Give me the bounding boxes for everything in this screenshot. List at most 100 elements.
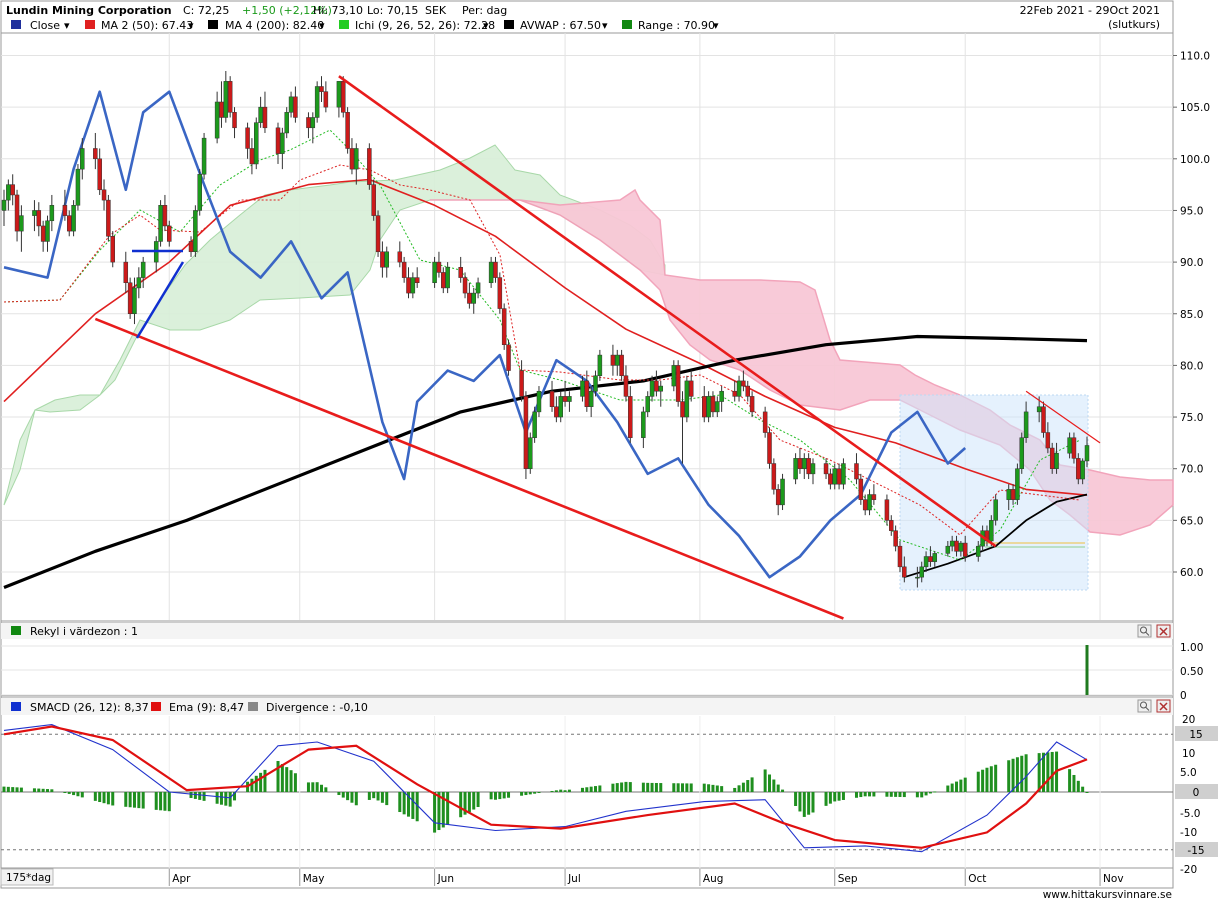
legend-item-range[interactable]: Range : 70.90 ▾ bbox=[622, 19, 719, 32]
legend-item-ma200[interactable]: MA 4 (200): 82.40 ▾ bbox=[208, 19, 325, 32]
candle-body bbox=[106, 199, 111, 237]
period-box[interactable] bbox=[0, 868, 54, 886]
candle-body bbox=[645, 396, 650, 413]
histogram-bar bbox=[76, 792, 80, 797]
candle-body bbox=[688, 380, 694, 397]
candle-body bbox=[501, 308, 507, 345]
candle-body bbox=[1023, 411, 1029, 438]
histogram-bar bbox=[402, 792, 406, 815]
macd-y-tick: 5.0 bbox=[1180, 767, 1197, 779]
chevron-down-icon[interactable]: ▾ bbox=[713, 19, 719, 32]
close-series bbox=[3, 90, 967, 579]
divergence-legend-label: Divergence : -0,10 bbox=[266, 701, 368, 714]
candle-body bbox=[793, 458, 798, 480]
histogram-bar bbox=[524, 792, 528, 796]
histogram-bar bbox=[1024, 754, 1028, 792]
zoom-icon[interactable] bbox=[1137, 624, 1152, 638]
candle-body bbox=[558, 396, 563, 418]
candle-body bbox=[775, 489, 781, 506]
candle-body bbox=[932, 553, 938, 562]
candle-body bbox=[745, 385, 750, 397]
close-icon[interactable] bbox=[1156, 699, 1171, 713]
period-label: Per: dag bbox=[462, 4, 507, 17]
candle-body bbox=[36, 210, 42, 227]
zoom-icon[interactable] bbox=[1137, 699, 1152, 713]
histogram-bar bbox=[528, 792, 532, 795]
macd-y-tick: 20 bbox=[1182, 714, 1195, 726]
series-line bbox=[3, 178, 1088, 496]
candle-body bbox=[1084, 445, 1090, 462]
histogram-bar bbox=[985, 767, 989, 792]
candle-body bbox=[862, 499, 868, 511]
ichimoku-line bbox=[3, 129, 1081, 561]
histogram-bar bbox=[459, 792, 463, 818]
x-axis-label: Sep bbox=[838, 873, 858, 885]
histogram-bar bbox=[124, 792, 128, 807]
histogram-bar bbox=[63, 792, 67, 793]
candle-body bbox=[658, 385, 664, 392]
candle-body bbox=[741, 380, 746, 387]
change-value: +1,50 (+2,12%) bbox=[242, 4, 332, 17]
candle-body bbox=[197, 174, 202, 211]
legend-item-close[interactable]: Close ▾ bbox=[11, 19, 70, 32]
candle-body bbox=[962, 542, 968, 557]
histogram-bar bbox=[80, 792, 84, 798]
legend-item-ichimoku[interactable]: Ichi (9, 26, 52, 26): 72.28 ▾ bbox=[339, 19, 495, 32]
candle-body bbox=[14, 194, 20, 232]
histogram-bar bbox=[1007, 760, 1011, 792]
histogram-bar bbox=[807, 792, 811, 815]
histogram-bar bbox=[868, 792, 872, 797]
signal-bars bbox=[1085, 645, 1089, 695]
candle-body bbox=[371, 184, 376, 216]
histogram-bar bbox=[737, 785, 741, 792]
histogram-bar bbox=[654, 782, 658, 792]
histogram-bar bbox=[902, 792, 906, 798]
candle-body bbox=[628, 396, 633, 438]
chevron-down-icon[interactable]: ▾ bbox=[602, 19, 608, 32]
trend-lines bbox=[94, 75, 1101, 620]
candle-body bbox=[227, 81, 233, 113]
histogram-bar bbox=[641, 782, 645, 792]
histogram-bar bbox=[681, 783, 685, 792]
chevron-down-icon[interactable]: ▾ bbox=[188, 19, 194, 32]
histogram-bar bbox=[463, 792, 467, 815]
histogram-bar bbox=[955, 781, 959, 792]
chevron-down-icon[interactable]: ▾ bbox=[64, 19, 70, 32]
instrument-title: Lundin Mining Corporation bbox=[6, 4, 172, 17]
candle-body bbox=[262, 106, 268, 129]
candle-body bbox=[32, 210, 37, 216]
histogram-bar bbox=[102, 792, 106, 804]
histogram-bar bbox=[1068, 769, 1072, 792]
histogram-bar bbox=[385, 792, 389, 806]
macd-lines bbox=[3, 724, 1088, 853]
candle-body bbox=[649, 380, 655, 397]
candle-body bbox=[40, 225, 46, 242]
histogram-bar bbox=[589, 786, 593, 792]
histogram-bar bbox=[50, 789, 54, 792]
chevron-down-icon[interactable]: ▾ bbox=[483, 19, 489, 32]
candle-body bbox=[615, 354, 620, 366]
histogram-bar bbox=[498, 792, 502, 800]
candle-body bbox=[1080, 460, 1085, 480]
legend-row: Close ▾ MA 2 (50): 67.43 ▾ MA 4 (200): 8… bbox=[11, 19, 719, 32]
legend-item-avwap[interactable]: AVWAP : 67.50 ▾ bbox=[504, 19, 608, 32]
histogram-bar bbox=[746, 780, 750, 792]
chevron-down-icon[interactable]: ▾ bbox=[319, 19, 325, 32]
histogram-bar bbox=[493, 792, 497, 800]
cloud-bearish bbox=[430, 188, 1174, 536]
candle-body bbox=[719, 390, 724, 402]
histogram-bar bbox=[98, 792, 102, 803]
legend-swatch bbox=[151, 702, 161, 711]
candle-body bbox=[641, 411, 646, 438]
candle-body bbox=[488, 261, 494, 284]
close-icon[interactable] bbox=[1156, 624, 1171, 638]
candle-body bbox=[93, 148, 98, 160]
histogram-bar bbox=[433, 792, 437, 833]
legend-swatch bbox=[11, 702, 21, 711]
ichimoku-line bbox=[3, 164, 1081, 536]
high-value: Hi: 73,10 bbox=[313, 4, 363, 17]
histogram-bar bbox=[376, 792, 380, 801]
legend-item-ma50[interactable]: MA 2 (50): 67.43 ▾ bbox=[85, 19, 194, 32]
candle-body bbox=[1076, 458, 1081, 480]
histogram-bar bbox=[472, 792, 476, 810]
